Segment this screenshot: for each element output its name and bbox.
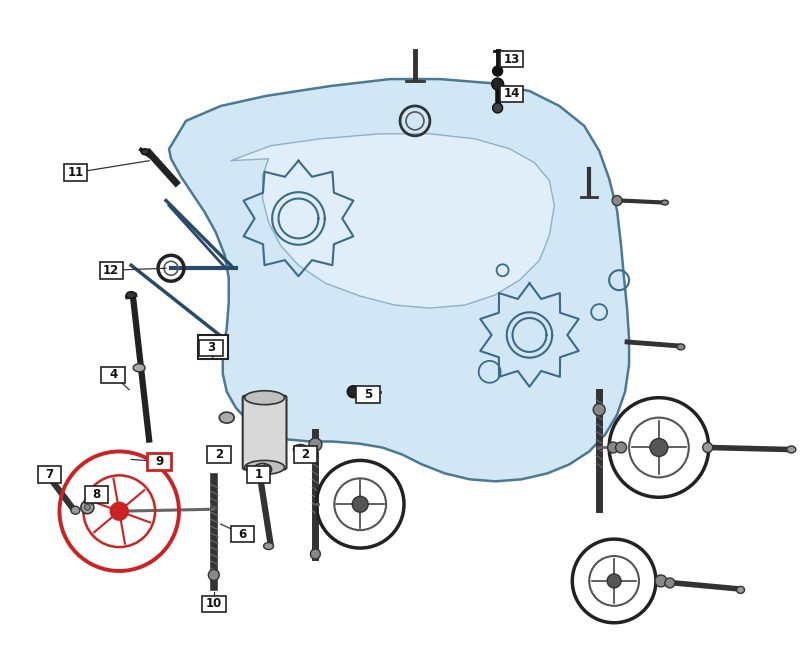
Ellipse shape	[141, 149, 149, 155]
FancyBboxPatch shape	[356, 386, 380, 403]
Text: 9: 9	[155, 455, 163, 468]
Text: 6: 6	[238, 528, 247, 540]
FancyBboxPatch shape	[231, 526, 255, 542]
Circle shape	[703, 443, 713, 453]
Circle shape	[593, 403, 605, 416]
Text: 10: 10	[206, 597, 222, 610]
FancyBboxPatch shape	[38, 466, 62, 483]
Ellipse shape	[84, 504, 90, 510]
FancyBboxPatch shape	[148, 453, 171, 470]
Text: 2: 2	[215, 448, 223, 461]
Ellipse shape	[71, 506, 80, 514]
Circle shape	[311, 549, 320, 559]
Text: 7: 7	[45, 468, 54, 481]
FancyBboxPatch shape	[63, 164, 87, 181]
Ellipse shape	[245, 460, 285, 474]
FancyBboxPatch shape	[198, 335, 228, 359]
Circle shape	[665, 578, 675, 588]
Circle shape	[352, 496, 368, 512]
Circle shape	[607, 574, 621, 588]
Text: 12: 12	[103, 264, 119, 277]
FancyBboxPatch shape	[207, 446, 230, 462]
Polygon shape	[231, 134, 555, 308]
Circle shape	[492, 66, 503, 76]
Ellipse shape	[133, 364, 145, 372]
Text: 8: 8	[92, 488, 101, 501]
Circle shape	[491, 78, 504, 90]
Text: 1: 1	[255, 468, 263, 481]
Ellipse shape	[294, 445, 307, 455]
FancyBboxPatch shape	[202, 595, 225, 612]
Circle shape	[347, 386, 359, 398]
FancyBboxPatch shape	[242, 396, 286, 470]
FancyBboxPatch shape	[84, 486, 108, 502]
Text: 11: 11	[67, 166, 84, 179]
Circle shape	[612, 196, 622, 206]
FancyBboxPatch shape	[247, 466, 270, 483]
Ellipse shape	[219, 412, 234, 423]
FancyBboxPatch shape	[500, 51, 523, 67]
Ellipse shape	[81, 501, 94, 514]
FancyBboxPatch shape	[101, 367, 125, 383]
Circle shape	[616, 442, 627, 453]
Ellipse shape	[245, 391, 285, 405]
Text: 2: 2	[302, 448, 310, 461]
Circle shape	[208, 569, 219, 580]
FancyBboxPatch shape	[294, 446, 317, 462]
Ellipse shape	[42, 472, 53, 479]
FancyBboxPatch shape	[199, 340, 222, 356]
Polygon shape	[169, 79, 629, 481]
FancyBboxPatch shape	[100, 262, 123, 278]
Ellipse shape	[787, 446, 796, 453]
Circle shape	[110, 502, 128, 520]
Ellipse shape	[264, 542, 273, 550]
Ellipse shape	[677, 344, 684, 350]
Circle shape	[492, 103, 503, 113]
FancyBboxPatch shape	[500, 86, 523, 102]
Text: 14: 14	[504, 88, 520, 100]
Ellipse shape	[127, 291, 136, 299]
Circle shape	[650, 439, 668, 457]
Text: 5: 5	[364, 388, 372, 402]
Text: 13: 13	[504, 52, 520, 66]
Circle shape	[309, 438, 322, 451]
Ellipse shape	[736, 586, 744, 593]
Ellipse shape	[662, 200, 668, 205]
Circle shape	[607, 442, 619, 453]
Text: 4: 4	[109, 368, 118, 381]
Text: 3: 3	[207, 341, 215, 354]
Ellipse shape	[254, 464, 272, 476]
Circle shape	[655, 575, 667, 587]
